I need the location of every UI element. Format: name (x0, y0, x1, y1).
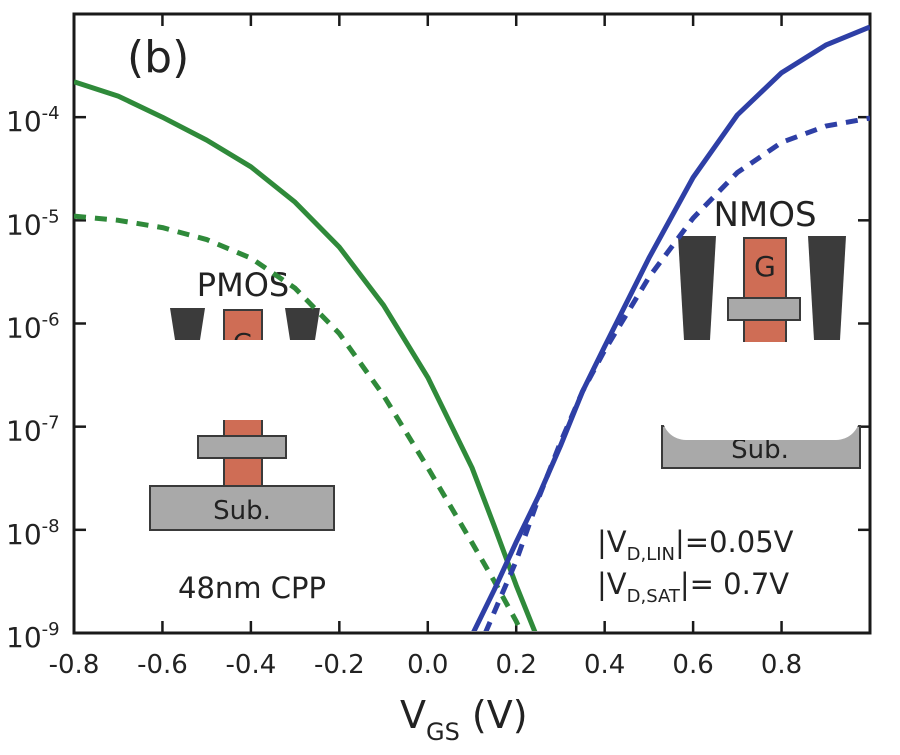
series-line-4 (483, 115, 870, 631)
y-tick-label: 10-7 (6, 413, 60, 448)
data-series (74, 24, 870, 631)
y-tick-label: 10-5 (6, 206, 60, 241)
series-line-3 (471, 24, 870, 631)
pmos-label: PMOS (197, 266, 289, 304)
pmos-channel (197, 435, 287, 459)
cpp-annotation: 48nm CPP (178, 571, 326, 605)
pmos-schematic: PMOS G Sub. (149, 266, 335, 531)
panel-label: (b) (127, 32, 189, 83)
x-axis-title: VGS (V) (400, 693, 528, 746)
x-tick-label: 0.0 (407, 650, 448, 680)
x-tick-label: 0.8 (761, 650, 802, 680)
nmos-gate-label: G (754, 250, 776, 283)
pmos-mask-blob (168, 340, 318, 420)
nmos-gate-cap (727, 297, 801, 321)
y-tick-label: 10-6 (6, 310, 60, 345)
y-tick-label: 10-9 (6, 619, 60, 654)
x-tick-label: -0.4 (226, 650, 277, 680)
x-tick-label: -0.8 (49, 650, 100, 680)
x-tick-label: 0.4 (584, 650, 625, 680)
pmos-sub-label: Sub. (213, 496, 271, 526)
y-tick-label: 10-8 (6, 516, 60, 551)
axis-ticks (72, 14, 870, 635)
x-tick-label: -0.2 (314, 650, 365, 680)
vd-lin-annotation: |VD,LIN|=0.05V (597, 525, 794, 565)
pmos-substrate (149, 485, 335, 531)
y-tick-label: 10-4 (6, 103, 60, 138)
vd-sat-annotation: |VD,SAT|= 0.7V (597, 567, 789, 607)
nmos-schematic: NMOS G Sub. (661, 195, 861, 469)
x-tick-label: 0.2 (496, 650, 537, 680)
series-line-1 (74, 79, 538, 631)
series-line-2 (74, 213, 524, 631)
nmos-mask-blob (662, 342, 860, 440)
x-tick-label: -0.6 (137, 650, 188, 680)
pmos-contact-left (170, 308, 205, 340)
nmos-label: NMOS (713, 195, 816, 235)
axis-tick-labels: -0.8 -0.6 -0.4 -0.2 0.0 0.2 0.4 0.6 0.8 10-9 10-8 1… (6, 103, 802, 680)
x-tick-label: 0.6 (672, 650, 713, 680)
nmos-gate (743, 237, 787, 299)
nmos-contact-right (808, 236, 846, 340)
nmos-contact-left (678, 236, 716, 340)
pmos-contact-right (285, 308, 320, 340)
